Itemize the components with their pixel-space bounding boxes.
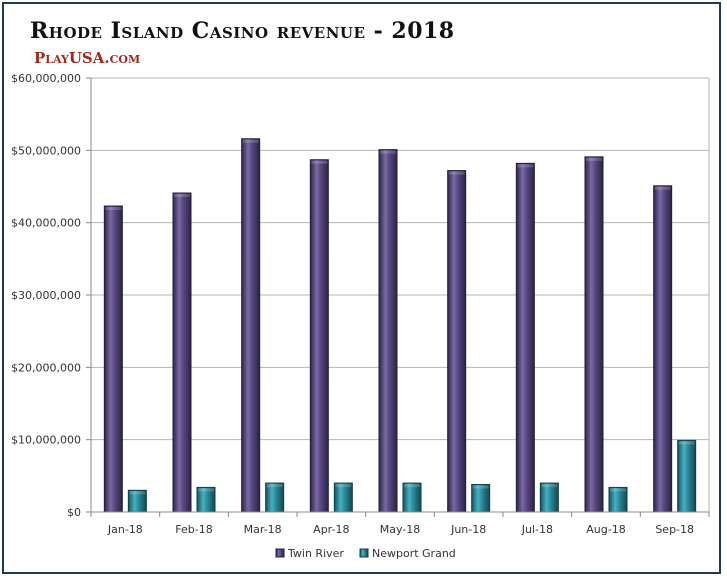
bar-bevel [174, 194, 190, 198]
y-tick-label: $60,000,000 [11, 72, 81, 85]
chart-title: Rhode Island Casino revenue - 2018 [30, 18, 455, 44]
bar-twin-river [447, 170, 467, 513]
legend-label: Twin River [287, 547, 344, 560]
bar-bevel [404, 484, 420, 488]
x-tick-label: Jul-18 [521, 523, 553, 536]
legend-swatch [359, 548, 369, 558]
axes: $0 $10,000,000 $20,000,000 $30,000,000 $40,0… [11, 72, 710, 536]
bar-bevel [541, 484, 558, 488]
bars [103, 138, 697, 513]
bar-newport-grand [333, 482, 353, 513]
x-tick-label: Sep-18 [655, 523, 694, 536]
y-tick-label: $10,000,000 [11, 434, 81, 447]
bar-bevel [610, 488, 626, 492]
x-tick-label: May-18 [380, 523, 421, 536]
bar-twin-river [103, 205, 123, 513]
bar-bevel [678, 441, 695, 445]
bar-twin-river [241, 138, 261, 513]
y-tick-label: $50,000,000 [11, 144, 81, 157]
x-tick-label: Feb-18 [175, 523, 212, 536]
bar-newport-grand [471, 484, 491, 513]
brand-logo: PlayUSA.com [34, 49, 141, 67]
x-tick-label: Aug-18 [586, 523, 625, 536]
x-tick-label: Mar-18 [244, 523, 282, 536]
bar-newport-grand [677, 439, 697, 513]
bar-twin-river [515, 162, 535, 513]
bar-bevel [266, 484, 283, 488]
legend-swatch [275, 548, 285, 558]
legend-label: Newport Grand [372, 547, 456, 560]
bar-newport-grand [539, 482, 559, 513]
bar-bevel [517, 164, 534, 168]
bar-bevel [129, 491, 146, 495]
bar-bevel [380, 150, 396, 154]
bar-bevel [311, 160, 328, 164]
x-tick-label: Apr-18 [313, 523, 349, 536]
y-tick-label: $40,000,000 [11, 217, 81, 230]
y-tick-label: $20,000,000 [11, 361, 81, 374]
bar-bevel [448, 171, 465, 175]
bar-bevel [105, 207, 122, 211]
bar-bevel [198, 488, 214, 492]
bar-newport-grand [402, 482, 422, 513]
bar-twin-river [172, 192, 192, 513]
bar-bevel [335, 484, 352, 488]
legend: Twin River Newport Grand [275, 547, 456, 560]
bar-bevel [472, 485, 489, 489]
x-tick-label: Jan-18 [107, 523, 143, 536]
bar-twin-river [653, 185, 673, 513]
bar-twin-river [378, 149, 398, 513]
bar-bevel [242, 139, 259, 143]
bar-bevel [586, 157, 602, 161]
bar-newport-grand [265, 482, 285, 513]
bar-bevel [654, 186, 671, 190]
y-tick-label: $30,000,000 [11, 289, 81, 302]
x-tick-label: Jun-18 [450, 523, 486, 536]
bar-twin-river [584, 156, 604, 513]
y-tick-label: $0 [67, 506, 81, 519]
bar-twin-river [309, 159, 329, 513]
